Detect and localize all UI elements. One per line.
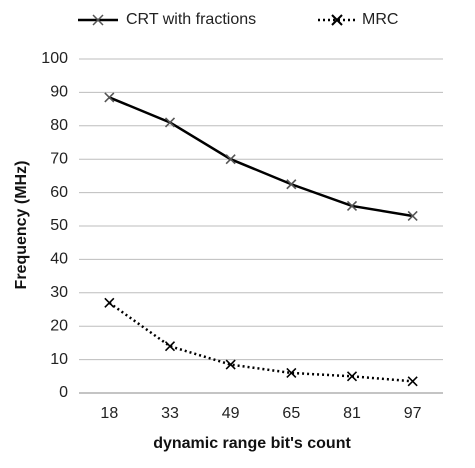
- x-tick-label: 33: [161, 405, 179, 422]
- series-crt-with-fractions: [104, 92, 418, 222]
- y-tick-label: 20: [50, 317, 68, 334]
- y-tick-label: 100: [41, 50, 68, 67]
- y-tick-label: 40: [50, 251, 68, 268]
- data-point-marker: [164, 117, 176, 128]
- data-point-marker: [104, 297, 115, 308]
- y-tick-label: 50: [50, 217, 68, 234]
- legend-item-crt: CRT with fractions: [78, 11, 256, 28]
- series-mrc: [104, 297, 418, 387]
- y-tick-label: 80: [50, 117, 68, 134]
- data-point-marker: [286, 367, 297, 379]
- legend-marker-mrc: [331, 14, 343, 26]
- data-point-marker: [286, 179, 297, 190]
- data-point-marker: [225, 359, 236, 370]
- x-tick-label: 97: [404, 405, 422, 422]
- data-point-marker: [104, 92, 115, 103]
- legend-marker-crt: [92, 14, 104, 26]
- legend-label-mrc: MRC: [362, 11, 398, 28]
- x-tick-labels: 18 33 49 65 81 97: [100, 405, 421, 422]
- legend-item-mrc: MRC: [318, 11, 398, 28]
- series-layer: [104, 92, 418, 387]
- y-tick-labels: 0 10 20 30 40 50 60 70 80 90 100: [41, 50, 68, 401]
- data-point-marker: [407, 376, 418, 387]
- data-point-marker: [346, 371, 358, 382]
- y-axis-title: Frequency (MHz): [13, 161, 30, 290]
- gridlines: [79, 58, 443, 361]
- y-tick-label: 30: [50, 284, 68, 301]
- y-tick-label: 60: [50, 184, 68, 201]
- x-tick-label: 18: [100, 405, 118, 422]
- x-axis-title: dynamic range bit's count: [153, 435, 351, 452]
- legend-label-crt: CRT with fractions: [126, 11, 256, 28]
- data-point-marker: [346, 200, 358, 212]
- x-tick-label: 49: [222, 405, 240, 422]
- y-tick-label: 90: [50, 84, 68, 101]
- legend: CRT with fractions MRC: [78, 11, 398, 28]
- data-point-marker: [164, 341, 176, 352]
- y-tick-label: 0: [59, 384, 68, 401]
- data-point-marker: [225, 154, 236, 165]
- data-point-marker: [407, 210, 418, 222]
- x-tick-label: 65: [282, 405, 300, 422]
- y-tick-label: 70: [50, 150, 68, 167]
- series-line: [108, 96, 413, 218]
- x-tick-label: 81: [343, 405, 361, 422]
- y-tick-label: 10: [50, 351, 68, 368]
- series-line: [108, 301, 413, 383]
